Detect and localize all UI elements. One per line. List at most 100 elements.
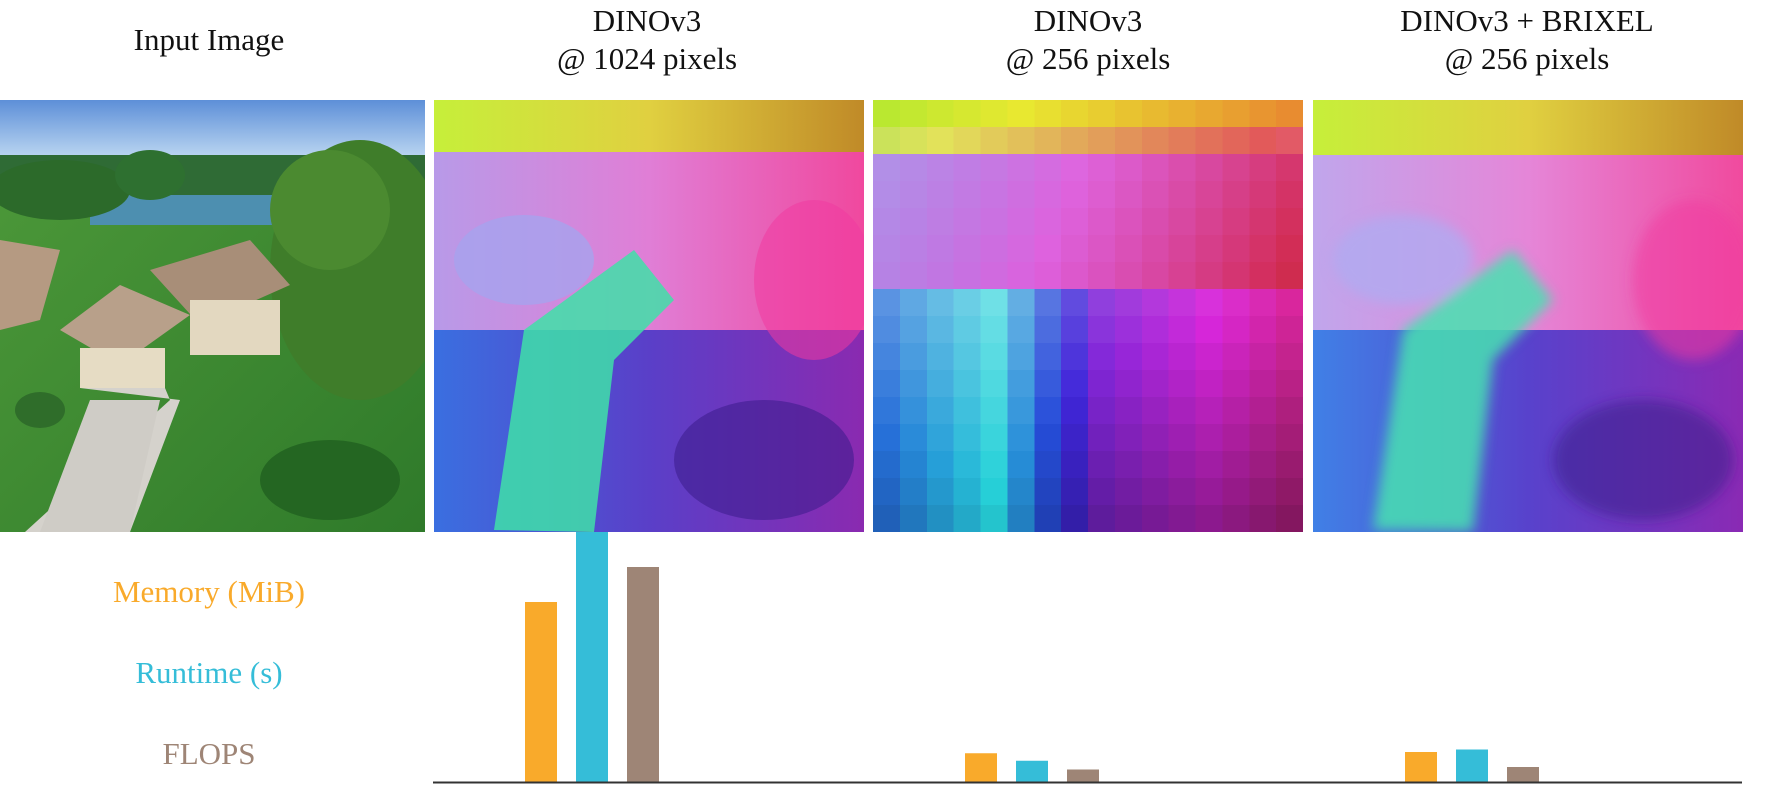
feature-patch [1141, 289, 1170, 317]
feature-patch [1195, 100, 1223, 128]
feature-patch [899, 343, 928, 371]
feature-patch [1249, 100, 1277, 128]
feature-patch [873, 478, 901, 506]
feature-patch [1168, 505, 1197, 532]
feature-patch [1249, 424, 1277, 452]
feature-patch [1141, 316, 1170, 344]
feature-patch [980, 262, 1008, 290]
feature-patch [1276, 100, 1303, 128]
feature-patch [873, 424, 901, 452]
bar-memory-mib-2 [965, 753, 997, 782]
feature-patch [1061, 424, 1089, 452]
feature-patch [1276, 154, 1303, 182]
feature-patch [1114, 127, 1143, 155]
feature-patch [953, 181, 982, 209]
feature-patch [1114, 100, 1143, 128]
feature-patch [953, 235, 982, 263]
feature-patch [1007, 262, 1035, 290]
feature-patch [980, 316, 1008, 344]
feature-patch [1114, 262, 1143, 290]
feature-patch [899, 397, 928, 425]
feature-map-dinov3-256 [873, 100, 1303, 532]
feature-patch [1061, 289, 1089, 317]
feature-patch [980, 208, 1008, 236]
feature-patch [1249, 397, 1277, 425]
feature-patch [980, 370, 1008, 398]
feature-patch [1168, 397, 1197, 425]
feature-patch [899, 478, 928, 506]
feature-patch [1222, 343, 1250, 371]
feature-patch [873, 343, 901, 371]
feature-patch [899, 451, 928, 479]
feature-patch [1061, 343, 1089, 371]
column-title-line1: Input Image [133, 22, 285, 57]
feature-patch [899, 154, 928, 182]
feature-patch [873, 316, 901, 344]
feature-patch [1088, 235, 1116, 263]
bar-runtime-s-3 [1456, 749, 1488, 782]
feature-patch [1276, 478, 1303, 506]
feature-patch [873, 154, 901, 182]
feature-patch [926, 289, 955, 317]
feature-patch [1276, 235, 1303, 263]
feature-patch [926, 100, 955, 128]
feature-patch [1114, 235, 1143, 263]
feature-patch [1088, 289, 1116, 317]
feature-patch [1168, 208, 1197, 236]
feature-patch [1222, 100, 1250, 128]
feature-patch [1007, 208, 1035, 236]
column-title-input: Input Image [8, 0, 410, 80]
feature-patch [1249, 478, 1277, 506]
feature-map-brixel-256 [1313, 100, 1743, 532]
feature-patch [873, 289, 901, 317]
feature-patch [1195, 262, 1223, 290]
feature-patch [926, 262, 955, 290]
bar-chart [433, 532, 1742, 784]
feature-patch [1061, 262, 1089, 290]
feature-patch [1034, 289, 1062, 317]
feature-patch [980, 100, 1008, 128]
feature-patch [1088, 424, 1116, 452]
feature-patch [1141, 154, 1170, 182]
column-title-line2: @ 1024 pixels [556, 41, 738, 76]
bar-flops-1 [627, 567, 659, 782]
feature-patch [873, 262, 901, 290]
feature-patch [1168, 235, 1197, 263]
feature-patch [1034, 262, 1062, 290]
feature-patch [1249, 505, 1277, 532]
feature-patch [1195, 397, 1223, 425]
column-title-line1: DINOv3 [592, 3, 702, 38]
feature-patch [926, 424, 955, 452]
feature-patch [953, 208, 982, 236]
feature-patch [1168, 127, 1197, 155]
feature-patch [1168, 343, 1197, 371]
feature-patch [1034, 127, 1062, 155]
feature-patch [1141, 262, 1170, 290]
feature-patch [953, 262, 982, 290]
feature-patch [1141, 343, 1170, 371]
feature-patch [1249, 343, 1277, 371]
feature-patch [1088, 397, 1116, 425]
feature-patch [1141, 370, 1170, 398]
feature-patch [1034, 478, 1062, 506]
feature-patch [1088, 370, 1116, 398]
feature-patch [1061, 208, 1089, 236]
feature-patch [980, 289, 1008, 317]
feature-patch [1088, 262, 1116, 290]
feature-patch [1034, 181, 1062, 209]
feature-patch [1195, 424, 1223, 452]
feature-patch [980, 235, 1008, 263]
column-title-dinov3-1024: DINOv3 @ 1024 pixels [432, 0, 862, 80]
feature-patch [1007, 424, 1035, 452]
feature-patch [1168, 370, 1197, 398]
feature-patch [1034, 505, 1062, 532]
feature-patch [1195, 505, 1223, 532]
feature-patch [1168, 451, 1197, 479]
feature-patch [1114, 343, 1143, 371]
column-title-brixel-256: DINOv3 + BRIXEL @ 256 pixels [1312, 0, 1742, 80]
feature-patch [1222, 154, 1250, 182]
feature-patch [1195, 154, 1223, 182]
feature-patch [873, 208, 901, 236]
feature-patch [1114, 397, 1143, 425]
feature-patch [1168, 316, 1197, 344]
